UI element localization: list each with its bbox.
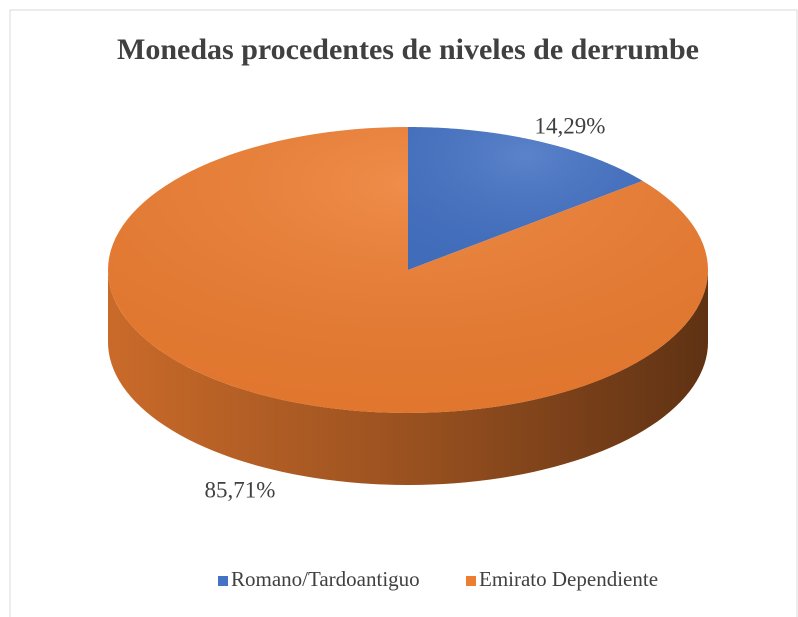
chart-title: Monedas procedentes de niveles de derrum… bbox=[117, 33, 699, 66]
legend-label: Emirato Dependiente bbox=[479, 567, 658, 591]
data-label: 85,71% bbox=[205, 477, 276, 502]
slice-side-shade bbox=[108, 270, 708, 485]
legend-label: Romano/Tardoantiguo bbox=[231, 567, 420, 591]
legend-swatch bbox=[466, 576, 476, 586]
legend-swatch bbox=[218, 576, 228, 586]
chart-border bbox=[9, 9, 798, 617]
slice-shade bbox=[108, 127, 708, 413]
slice-shade bbox=[408, 127, 643, 270]
data-label: 14,29% bbox=[535, 113, 606, 138]
